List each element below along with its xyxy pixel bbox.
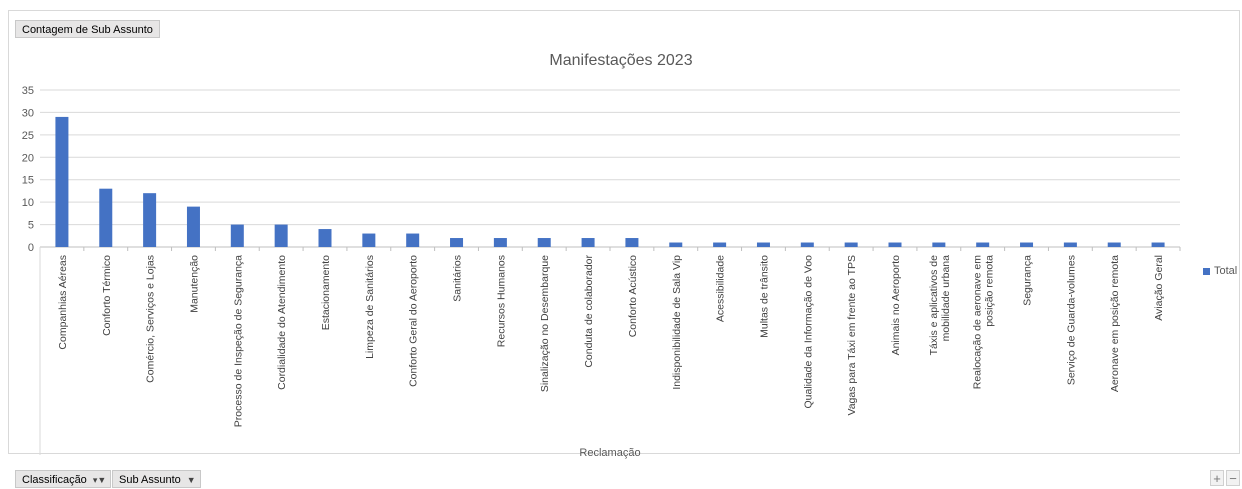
x-tick-label: Conforto Térmico [101, 255, 113, 336]
bar [976, 242, 990, 247]
x-tick-label: Manutenção [188, 255, 200, 313]
x-tick-label: Recursos Humanos [495, 255, 507, 347]
bar [55, 116, 69, 248]
bar [230, 224, 244, 247]
bar [1020, 242, 1034, 247]
x-tick-label: Sanitários [452, 255, 464, 302]
bar [362, 233, 376, 247]
x-tick-label: Multas de trânsito [758, 255, 770, 338]
x-tick-label: Acessibilidade [715, 255, 727, 322]
x-tick-label: Segurança [1022, 255, 1034, 306]
bar [1107, 242, 1121, 247]
x-tick-label: Sinalização no Desembarque [539, 255, 551, 392]
x-tick-label: Qualidade da Informação de Voo [802, 255, 814, 409]
x-tick-label: Aeronave em posição remota [1109, 255, 1121, 392]
filter-icon: ▾▼ [92, 475, 107, 485]
x-tick-label: Indisponibilidade de Sala Vip [671, 255, 683, 390]
chart-title: Manifestações 2023 [549, 52, 693, 69]
x-tick-label: Companhias Aéreas [57, 255, 69, 350]
bar [756, 242, 770, 247]
x-tick-label: Realocação de aeronave emposição remota [972, 255, 996, 390]
field-label: Sub Assunto [119, 474, 181, 486]
x-tick-label: Animais no Aeroporto [890, 255, 902, 356]
y-tick-label: 10 [22, 197, 34, 209]
field-label: Classificação [22, 474, 87, 486]
bar [1063, 242, 1077, 247]
x-tick-label: Conduta de colaborador [583, 255, 595, 368]
x-tick-label: Comércio, Serviços e Lojas [145, 255, 157, 383]
zoom-out-button[interactable]: − [1226, 470, 1240, 486]
y-tick-label: 25 [22, 130, 34, 142]
y-tick-label: 35 [22, 85, 34, 97]
x-tick-label: Processo de Inspeção de Segurança [232, 255, 244, 427]
bar [932, 242, 946, 247]
y-tick-label: 15 [22, 175, 34, 187]
x-tick-label: Serviço de Guarda-volumes [1065, 255, 1077, 385]
field-button-classificacao[interactable]: Classificação ▾▼ [15, 470, 112, 488]
bar [1151, 242, 1165, 247]
zoom-in-button[interactable]: + [1210, 470, 1224, 486]
bar [625, 238, 639, 247]
field-button-sub-assunto[interactable]: Sub Assunto ▼ [112, 470, 201, 488]
y-tick-label: 0 [28, 242, 34, 254]
x-tick-label: Vagas para Táxi em frente ao TPS [846, 255, 858, 416]
y-tick-label: 30 [22, 107, 34, 119]
bar [493, 238, 507, 247]
chart-area [8, 10, 1240, 454]
bar [581, 238, 595, 247]
x-tick-label: Limpeza de Sanitários [364, 255, 376, 359]
x-tick-label: Cordialidade do Atendimento [276, 255, 288, 390]
legend-swatch [1203, 267, 1210, 275]
bar [406, 233, 420, 247]
bar [713, 242, 727, 247]
dropdown-icon: ▼ [186, 475, 196, 485]
bar [99, 188, 113, 247]
bar [888, 242, 902, 247]
bar [274, 224, 288, 247]
bar [143, 193, 157, 247]
legend-label: Total [1214, 265, 1238, 277]
bar [537, 238, 551, 247]
x-tick-label: Estacionamento [320, 255, 332, 330]
legend: Total [1203, 265, 1237, 277]
y-tick-label: 5 [28, 220, 34, 232]
x-tick-label: Aviação Geral [1153, 255, 1165, 321]
bar [318, 229, 332, 247]
x-tick-label: Conforto Geral do Aeroporto [408, 255, 420, 387]
x-tick-label: Táxis e aplicativos demobilidade urbana [928, 255, 952, 356]
x-axis-label: Reclamação [579, 447, 640, 459]
bar [450, 238, 464, 247]
bar [844, 242, 858, 247]
x-tick-label: Conforto Acústico [627, 255, 639, 337]
y-tick-label: 20 [22, 152, 34, 164]
bar [800, 242, 814, 247]
bar [186, 206, 200, 247]
bar [669, 242, 683, 247]
value-field-button[interactable]: Contagem de Sub Assunto [15, 20, 160, 38]
